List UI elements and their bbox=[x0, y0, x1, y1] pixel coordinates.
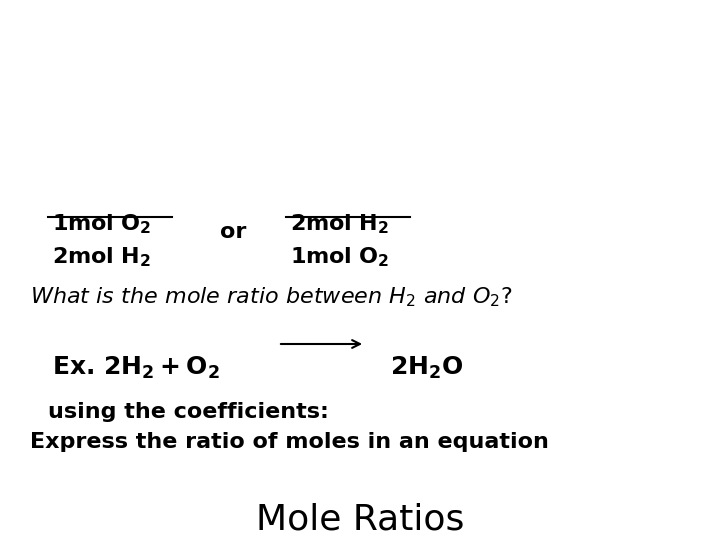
Text: $\mathregular{2mol\ H_2}$: $\mathregular{2mol\ H_2}$ bbox=[290, 212, 389, 235]
Text: $\mathregular{1mol\ O_2}$: $\mathregular{1mol\ O_2}$ bbox=[290, 245, 390, 268]
Text: using the coefficients:: using the coefficients: bbox=[48, 402, 329, 422]
Text: $\mathregular{2H_2O}$: $\mathregular{2H_2O}$ bbox=[390, 355, 464, 381]
Text: $\mathregular{1mol\ O_2}$: $\mathregular{1mol\ O_2}$ bbox=[52, 212, 151, 235]
Text: or: or bbox=[220, 222, 246, 242]
Text: Express the ratio of moles in an equation: Express the ratio of moles in an equatio… bbox=[30, 432, 549, 452]
Text: $\mathregular{2mol\ H_2}$: $\mathregular{2mol\ H_2}$ bbox=[52, 245, 151, 268]
Text: Mole Ratios: Mole Ratios bbox=[256, 502, 464, 536]
Text: $\it{What\ is\ the\ mole\ ratio\ between\ H_2\ and\ O_2?}$: $\it{What\ is\ the\ mole\ ratio\ between… bbox=[30, 285, 513, 308]
Text: Ex. $\mathregular{2H_2 + O_2}$: Ex. $\mathregular{2H_2 + O_2}$ bbox=[52, 355, 220, 381]
